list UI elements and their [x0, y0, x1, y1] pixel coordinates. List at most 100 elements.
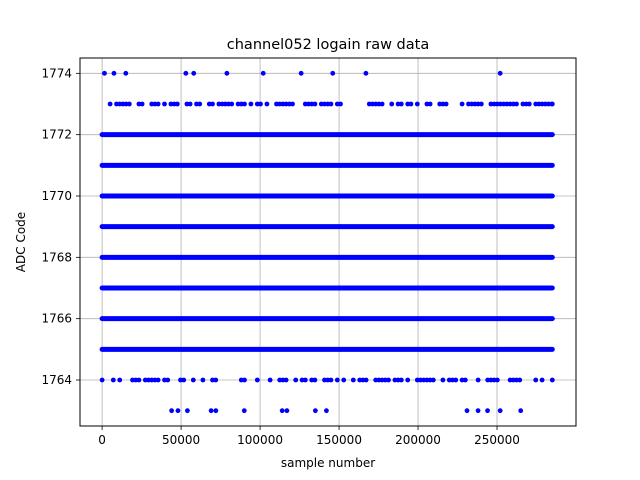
y-tick-label: 1766: [41, 312, 72, 326]
data-point: [110, 377, 116, 383]
data-point: [102, 70, 107, 76]
data-point: [283, 377, 289, 383]
data-point: [169, 408, 175, 414]
data-point: [549, 377, 555, 383]
data-point: [324, 408, 329, 414]
data-point: [408, 101, 414, 107]
x-tick-label: 150000: [316, 433, 362, 447]
data-point: [398, 101, 404, 107]
data-point: [136, 377, 142, 383]
data-point: [213, 377, 219, 383]
y-tick-label: 1772: [41, 128, 72, 142]
data-point: [175, 408, 181, 414]
data-point: [386, 377, 391, 383]
data-point: [298, 70, 304, 76]
data-point: [260, 70, 266, 76]
y-tick-label: 1768: [41, 250, 72, 264]
data-point: [453, 377, 459, 383]
y-tick-label: 1770: [41, 189, 72, 203]
data-point: [224, 70, 230, 76]
data-point: [475, 377, 481, 383]
data-point: [414, 101, 420, 107]
data-point: [210, 101, 215, 107]
data-point: [497, 70, 503, 76]
data-point: [514, 101, 519, 107]
data-point: [155, 377, 161, 383]
data-point: [440, 377, 446, 383]
y-axis-label: ADC Code: [14, 212, 28, 272]
data-point: [162, 101, 167, 107]
x-tick-label: 100000: [237, 433, 283, 447]
data-point: [117, 377, 123, 383]
data-point: [485, 408, 490, 414]
data-point: [497, 408, 503, 414]
data-point: [190, 377, 196, 383]
data-point: [242, 377, 247, 383]
x-axis-label: sample number: [281, 456, 375, 470]
data-point: [181, 377, 187, 383]
data-point: [398, 377, 404, 383]
data-point: [312, 101, 318, 107]
data-point: [185, 408, 190, 414]
data-point: [405, 377, 411, 383]
data-point: [197, 101, 203, 107]
data-point: [363, 377, 369, 383]
y-axis-ticks: 1764 1766 1768 1770 1772 1774: [41, 66, 80, 387]
x-tick-label: 250000: [474, 433, 520, 447]
data-point: [518, 408, 524, 414]
data-point: [462, 377, 468, 383]
data-point: [464, 408, 470, 414]
data-point: [475, 408, 481, 414]
data-point: [338, 101, 343, 107]
data-point: [183, 70, 189, 76]
data-point: [107, 101, 113, 107]
y-tick-label: 1774: [41, 66, 72, 80]
data-point: [494, 377, 500, 383]
data-point: [443, 101, 449, 107]
data-point: [248, 101, 254, 107]
data-point: [155, 101, 161, 107]
data-point: [191, 70, 197, 76]
data-point: [539, 377, 545, 383]
data-point: [200, 377, 206, 383]
data-point: [427, 101, 433, 107]
data-point: [312, 377, 318, 383]
data-point: [174, 101, 180, 107]
x-tick-label: 200000: [395, 433, 441, 447]
data-point: [258, 101, 263, 107]
data-point: [208, 408, 214, 414]
data-point: [549, 101, 555, 107]
data-point: [430, 377, 436, 383]
data-point: [229, 101, 235, 107]
data-point: [328, 377, 334, 383]
data-point: [478, 101, 484, 107]
data-points: [99, 70, 555, 414]
data-point: [459, 101, 465, 107]
data-point: [139, 101, 145, 107]
data-point: [187, 101, 193, 107]
data-point: [267, 377, 273, 383]
data-point: [302, 377, 308, 383]
data-point: [264, 101, 270, 107]
data-point: [312, 408, 318, 414]
x-tick-label: 50000: [162, 433, 200, 447]
data-point: [517, 377, 523, 383]
data-point: [379, 101, 385, 107]
y-tick-label: 1764: [41, 373, 72, 387]
plot-area-frame: [79, 57, 577, 427]
data-point: [293, 377, 299, 383]
x-tick-label: 0: [98, 433, 106, 447]
data-point: [213, 408, 219, 414]
data-point: [254, 377, 260, 383]
data-point: [284, 408, 290, 414]
data-point: [363, 70, 369, 76]
x-axis-ticks: 0 50000 100000 150000 200000 250000: [98, 426, 520, 447]
data-point: [330, 70, 336, 76]
data-point: [279, 408, 285, 414]
data-point: [242, 101, 247, 107]
data-point: [350, 377, 356, 383]
data-point: [533, 377, 539, 383]
data-point: [328, 101, 334, 107]
